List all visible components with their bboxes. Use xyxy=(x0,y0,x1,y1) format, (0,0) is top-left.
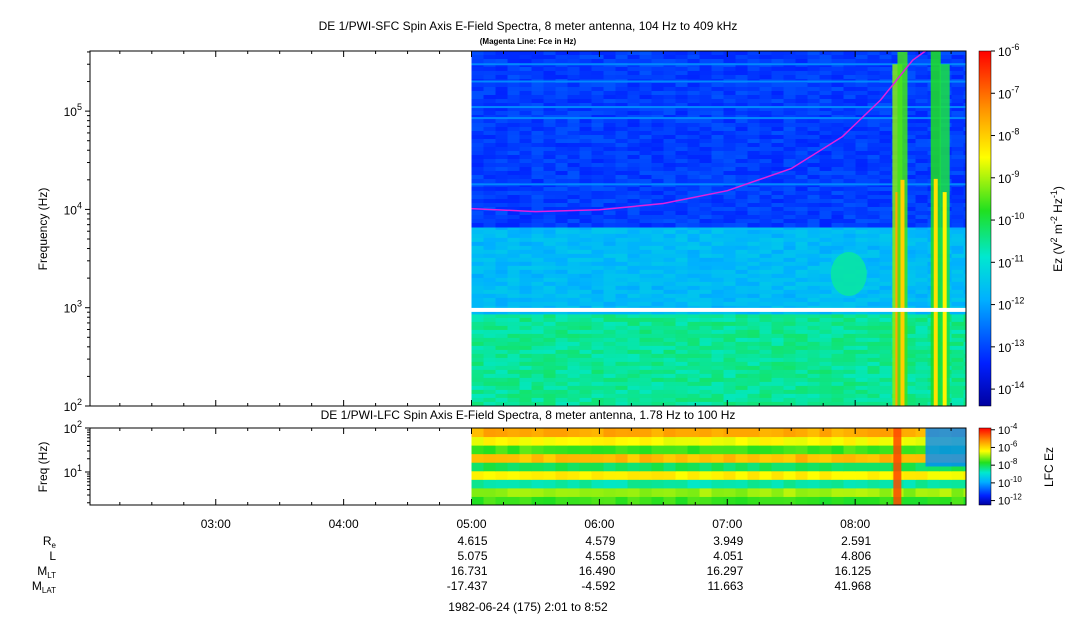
top-y-tick-label: 103 xyxy=(64,299,82,316)
bottom-y-tick-label: 101 xyxy=(64,463,82,480)
ephemeris-value: 2.591 xyxy=(841,534,871,548)
top-colorbar xyxy=(978,50,992,407)
top-y-axis-label: Frequency (Hz) xyxy=(36,188,50,271)
ephemeris-value: 4.806 xyxy=(841,549,871,563)
ephemeris-value: 4.051 xyxy=(713,549,743,563)
bottom-y-axis: 101 102 xyxy=(64,419,90,504)
bottom-colorbar-ticks: 10-4 10-6 10-8 10-10 10-12 xyxy=(991,422,1022,508)
x-tick-label: 07:00 xyxy=(712,517,742,531)
top-chart-subtitle: (Magenta Line: Fce in Hz) xyxy=(480,37,577,46)
x-tick-label: 04:00 xyxy=(329,517,359,531)
top-colorbar-tick-label: 10-8 xyxy=(998,127,1019,144)
top-colorbar-tick-label: 10-11 xyxy=(998,253,1024,270)
top-colorbar-tick-label: 10-7 xyxy=(998,84,1019,101)
top-colorbar-tick-label: 10-13 xyxy=(998,338,1024,355)
bottom-y-axis-label: Freq (Hz) xyxy=(36,442,50,493)
ephemeris-value: 16.490 xyxy=(579,564,616,578)
top-spectra-data xyxy=(471,51,966,406)
ephemeris-value: 4.615 xyxy=(457,534,487,548)
ephemeris-row-label: L xyxy=(49,549,56,563)
top-colorbar-tick-label: 10-12 xyxy=(998,296,1024,313)
bottom-plot-frame xyxy=(89,427,967,506)
top-y-tick-label: 102 xyxy=(64,397,82,414)
ephemeris-row-label: MLAT xyxy=(32,579,56,595)
bottom-colorbar-tick-label: 10-4 xyxy=(998,422,1018,437)
top-y-tick-label: 104 xyxy=(64,200,82,217)
ephemeris-value: 4.579 xyxy=(585,534,615,548)
bottom-colorbar-tick-label: 10-10 xyxy=(998,475,1022,490)
bottom-colorbar-tick-label: 10-12 xyxy=(998,493,1022,508)
bottom-y-tick-label: 102 xyxy=(64,419,82,436)
ephemeris-value: 16.731 xyxy=(451,564,488,578)
bottom-spectrogram xyxy=(90,428,966,505)
bottom-spectra-data xyxy=(471,428,966,505)
top-chart-title: DE 1/PWI-SFC Spin Axis E-Field Spectra, … xyxy=(319,19,738,33)
bottom-colorbar-tick-label: 10-6 xyxy=(998,439,1018,454)
top-y-tick-label: 105 xyxy=(64,102,82,119)
ephemeris-table: Re 4.615 4.579 3.949 2.591 L 5.075 4.558 4.051 4.… xyxy=(32,534,872,595)
bottom-colorbar-tick-label: 10-8 xyxy=(998,457,1018,472)
ephemeris-value: -17.437 xyxy=(447,579,488,593)
top-colorbar-label: Ez (V2 m-2 Hz-1) xyxy=(1049,186,1065,272)
ephemeris-row-label: MLT xyxy=(37,564,56,580)
ephemeris-value: 41.968 xyxy=(834,579,871,593)
top-colorbar-tick-label: 10-9 xyxy=(998,169,1019,186)
bottom-colorbar-label: LFC Ez xyxy=(1042,447,1056,487)
ephemeris-value: 16.125 xyxy=(834,564,871,578)
ephemeris-row-label: Re xyxy=(43,534,57,550)
ephemeris-value: 5.075 xyxy=(457,549,487,563)
bottom-colorbar xyxy=(978,427,992,506)
top-colorbar-tick-label: 10-14 xyxy=(998,380,1024,397)
x-tick-label: 05:00 xyxy=(456,517,486,531)
ephemeris-value: -4.592 xyxy=(581,579,615,593)
x-tick-label: 08:00 xyxy=(840,517,870,531)
x-axis: 03:00 04:00 05:00 06:00 07:00 08:00 xyxy=(119,51,952,531)
footer-time-range: 1982-06-24 (175) 2:01 to 8:52 xyxy=(448,600,608,614)
top-y-axis: 102 103 104 105 xyxy=(64,51,90,414)
top-colorbar-ticks: 10-6 10-7 10-8 10-9 10-10 10-11 10-12 10-13 10-1… xyxy=(991,42,1024,397)
x-tick-label: 06:00 xyxy=(584,517,614,531)
top-colorbar-tick-label: 10-10 xyxy=(998,211,1024,228)
ephemeris-value: 4.558 xyxy=(585,549,615,563)
top-colorbar-tick-label: 10-6 xyxy=(998,42,1019,59)
ephemeris-value: 3.949 xyxy=(713,534,743,548)
fce-line xyxy=(471,51,926,213)
ephemeris-value: 16.297 xyxy=(707,564,744,578)
x-tick-label: 03:00 xyxy=(201,517,231,531)
top-plot-frame xyxy=(89,50,967,407)
top-spectrogram xyxy=(90,51,966,406)
bottom-chart-title: DE 1/PWI-LFC Spin Axis E-Field Spectra, … xyxy=(321,408,736,422)
ephemeris-value: 11.663 xyxy=(707,579,743,593)
